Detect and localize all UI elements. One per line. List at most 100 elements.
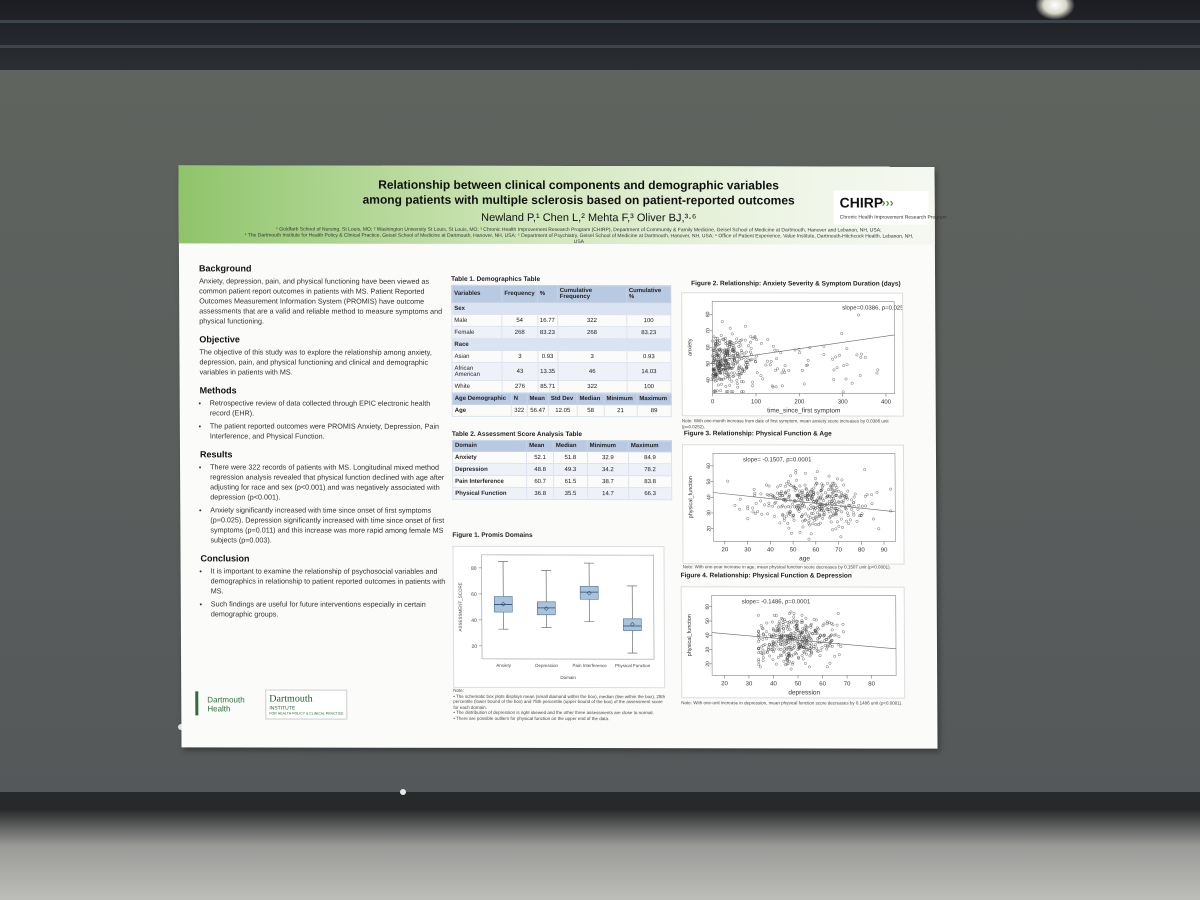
scatter-point <box>798 496 802 500</box>
scatter-point <box>827 474 831 478</box>
table1-caption: Table 1. Demographics Table <box>451 275 541 283</box>
scatter-point <box>823 644 827 647</box>
scatter-point <box>809 507 813 511</box>
x-axis-label: Domain <box>560 675 576 680</box>
scatter-point <box>727 364 731 368</box>
scatter-point <box>805 647 809 651</box>
y-tick-label: 50 <box>705 361 711 367</box>
scatter-point <box>762 632 765 636</box>
plot-frame <box>481 554 655 660</box>
scatter-point <box>804 488 808 491</box>
y-tick-label: 20 <box>471 644 477 650</box>
scatter-point <box>857 313 860 317</box>
scatter-point <box>796 641 800 645</box>
scatter-point <box>830 505 834 509</box>
figure1-notes: Note: • The schematic box plots displays… <box>453 688 668 721</box>
scatter-point <box>833 499 837 503</box>
scatter-point <box>777 626 780 630</box>
scatter-point <box>781 640 785 644</box>
scatter-point <box>796 494 800 498</box>
scatter-point <box>798 484 802 488</box>
scatter-point <box>800 654 804 657</box>
x-tick-label: 70 <box>835 547 842 553</box>
y-tick-label: 40 <box>706 377 712 383</box>
scatter-point <box>757 658 761 661</box>
scatter-point <box>787 640 790 644</box>
scatter-point <box>812 490 815 494</box>
scatter-point <box>801 494 805 498</box>
scatter-point <box>801 491 805 495</box>
scatter-point <box>822 639 826 643</box>
table-cell: 38.7 <box>587 475 629 488</box>
scatter-point <box>773 642 777 646</box>
scatter-point <box>723 348 727 352</box>
scatter-point <box>727 362 731 366</box>
scatter-point <box>818 635 821 639</box>
scatter-point <box>793 348 797 352</box>
table-header: Cumulative % <box>626 285 671 303</box>
x-tick-label: 300 <box>838 399 849 405</box>
text-column: Background Anxiety, depression, pain, an… <box>199 255 451 622</box>
scatter-point <box>788 645 791 649</box>
dartmouth-institute-logo: Dartmouth INSTITUTE FOR HEALTH POLICY & … <box>265 689 348 720</box>
scatter-point <box>843 496 847 500</box>
scatter-point <box>830 633 833 637</box>
scatter-point <box>723 367 726 371</box>
scatter-point <box>800 640 804 643</box>
box-pain-interference <box>579 585 599 600</box>
scatter-point <box>753 512 757 515</box>
scatter-point <box>798 351 802 354</box>
scatter-point <box>775 497 779 500</box>
table-cell: 35.5 <box>553 487 588 500</box>
scatter-point <box>827 488 830 492</box>
scatter-point <box>728 375 732 378</box>
scatter-point <box>781 623 785 626</box>
table-header-row: Variables Frequency % Cumulative Frequen… <box>451 285 671 303</box>
scatter-point <box>810 512 813 515</box>
scatter-point <box>714 336 717 340</box>
scatter-point <box>821 505 825 508</box>
figure1-boxplot: 20 40 60 80 ASSESSMENT_SCORE Domain Anxiety Dep… <box>452 545 666 689</box>
scatter-point <box>712 372 716 376</box>
table-header-row: Age Demographic N Mean Std Dev Median Mi… <box>452 393 672 405</box>
scatter-point <box>759 342 763 345</box>
objective-heading: Objective <box>199 334 240 345</box>
scatter-point <box>863 468 866 471</box>
scatter-point <box>803 483 807 487</box>
scatter-point <box>787 652 791 656</box>
scatter-point <box>816 650 820 653</box>
scatter-point <box>785 662 789 666</box>
x-tick-label: Physical Function <box>615 663 651 668</box>
scatter-point <box>728 383 732 387</box>
scatter-point <box>718 339 721 343</box>
scatter-point <box>745 356 749 360</box>
scatter-point <box>738 497 742 501</box>
scatter-point <box>771 385 775 389</box>
scatter-point <box>757 647 760 651</box>
scatter-point <box>812 647 816 650</box>
scatter-point <box>726 374 730 378</box>
scatter-point <box>718 364 722 368</box>
scatter-point <box>798 642 802 646</box>
scatter-svg: 20 30 40 50 60 70 80 902030405060agephysical_fu… <box>688 452 896 562</box>
x-tick-label: 40 <box>767 547 774 553</box>
scatter-point <box>812 500 816 503</box>
scatter-point <box>720 382 723 386</box>
scatter-point <box>837 643 840 646</box>
authors: Newland P,¹ Chen L,² Mehta F,³ Oliver BJ… <box>481 211 697 225</box>
scatter-point <box>814 506 817 510</box>
list-item: Anxiety significantly increased with tim… <box>210 505 450 545</box>
scatter-point <box>805 652 809 656</box>
scatter-point <box>780 633 784 637</box>
scatter-point <box>797 635 801 639</box>
scatter-point <box>818 654 822 658</box>
scatter-point <box>723 337 727 340</box>
scatter-point <box>749 346 753 350</box>
scatter-point <box>786 621 790 624</box>
scatter-point <box>768 363 772 367</box>
table-cell: 83.23 <box>537 326 558 339</box>
table-cell: Depression <box>452 463 527 476</box>
scatter-point <box>821 516 824 520</box>
scatter-point <box>848 518 852 522</box>
scatter-point <box>804 646 808 650</box>
